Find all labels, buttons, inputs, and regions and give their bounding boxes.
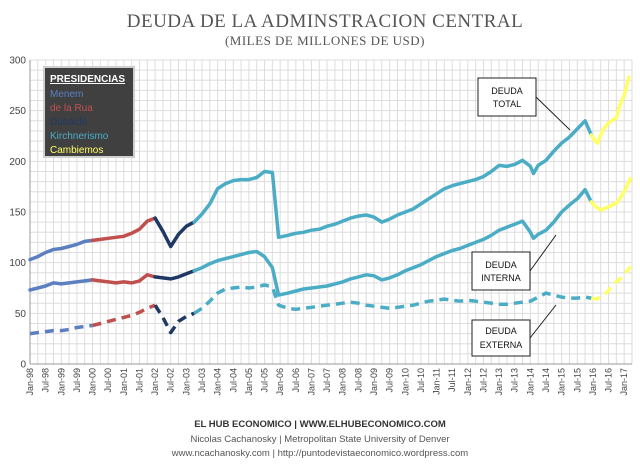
x-tick-label: Jan-11 [432, 368, 442, 395]
chart-subtitle: (MILES DE MILLONES DE USD) [225, 33, 425, 48]
x-tick-label: Jan-14 [525, 368, 535, 396]
line-segment-de-la-rua [92, 303, 156, 328]
line-segment-cambiemos [589, 176, 633, 212]
x-tick-label: Jan-15 [557, 368, 567, 396]
x-tick-label: Jan-16 [588, 368, 598, 396]
x-tick-label: Jan-17 [619, 368, 629, 396]
line-segment-de-la-rua [90, 273, 157, 285]
line-segment-kirchnerismo [192, 187, 594, 297]
x-tick-label: Jul-98 [41, 368, 51, 393]
x-tick-label: Jul-11 [447, 368, 457, 392]
series-deuda-total [28, 75, 631, 262]
legend-box [43, 66, 135, 158]
x-tick-label: Jul-10 [416, 368, 426, 393]
y-tick-label: 0 [20, 360, 26, 371]
x-tick-label: Jan-06 [275, 368, 285, 396]
x-tick-label: Jul-12 [478, 368, 488, 393]
line-segment-menem [29, 323, 93, 336]
x-tick-label: Jan-03 [181, 368, 191, 396]
y-axis: 0 50 100 150 200 250 300 [9, 56, 26, 371]
callout-interna-line2: INTERNA [481, 273, 521, 283]
line-segment-menem [28, 238, 95, 262]
line-segment-duhalde [153, 269, 196, 281]
line-segment-cambiemos [590, 265, 632, 301]
legend-item-kirchnerismo: Kirchnerismo [50, 131, 109, 142]
x-tick-label: Jan-09 [369, 368, 379, 396]
x-tick-label: Jul-03 [197, 368, 207, 393]
y-tick-label: 50 [15, 309, 27, 320]
callout-interna-line1: DEUDA [485, 260, 517, 270]
callout-deuda-externa: DEUDA EXTERNA [471, 304, 557, 357]
legend-item-cambiemos: Cambiemos [50, 145, 103, 156]
footer-line3: www.ncachanosky.com | http://puntodevist… [171, 448, 468, 459]
x-tick-label: Jul-04 [228, 368, 238, 393]
y-tick-label: 250 [9, 106, 26, 117]
x-tick-label: Jul-14 [541, 368, 551, 393]
x-tick-label: Jan-05 [244, 368, 254, 396]
x-tick-label: Jul-02 [166, 368, 176, 393]
line-segment-duhalde [153, 216, 196, 249]
line-segment-kirchnerismo [193, 283, 592, 315]
y-tick-label: 200 [9, 157, 26, 168]
x-tick-label: Jul-07 [322, 368, 332, 393]
x-tick-label: Jul-09 [385, 368, 395, 393]
legend-item-duhalde: Duhalde [50, 117, 88, 128]
x-tick-label: Jul-13 [510, 368, 520, 393]
x-tick-label: Jan-01 [119, 368, 129, 396]
series-deuda-externa [29, 265, 632, 336]
series-deuda-interna [28, 176, 633, 297]
callout-externa-line1: DEUDA [485, 326, 517, 336]
callout-total-line2: TOTAL [493, 99, 521, 109]
line-segment-kirchnerismo [192, 119, 594, 240]
callout-deuda-total: DEUDA TOTAL [477, 77, 571, 131]
line-segment-de-la-rua [90, 216, 157, 243]
series-lines [28, 75, 633, 336]
x-tick-label: Jul-15 [572, 368, 582, 393]
legend-title: PRESIDENCIAS [50, 74, 125, 85]
footer-line2: Nicolas Cachanosky | Metropolitan State … [190, 434, 449, 445]
x-tick-label: Jan-10 [400, 368, 410, 396]
x-tick-label: Jul-05 [260, 368, 270, 393]
x-tick-label: Jul-06 [291, 368, 301, 393]
line-segment-duhalde [153, 304, 195, 335]
x-tick-label: Jul-00 [103, 368, 113, 393]
line-segment-menem [28, 278, 95, 292]
x-tick-label: Jul-01 [134, 368, 144, 393]
x-tick-label: Jan-02 [150, 368, 160, 396]
legend-item-menem: Menem [50, 89, 83, 100]
callout-total-line1: DEUDA [491, 86, 523, 96]
x-tick-label: Jul-08 [353, 368, 363, 393]
y-tick-label: 300 [9, 56, 26, 67]
x-tick-label: Jan-04 [213, 368, 223, 396]
x-tick-label: Jul-16 [604, 368, 614, 393]
x-tick-label: Jan-13 [494, 368, 504, 396]
x-tick-label: Jan-98 [25, 368, 35, 396]
x-axis: Jan-98 Jul-98 Jan-99 Jul-99 Jan-00 Jul-00 Jan-… [25, 368, 629, 396]
chart-title: DEUDA DE LA ADMINSTRACION CENTRAL [127, 11, 524, 32]
y-tick-label: 100 [9, 258, 26, 269]
x-tick-label: Jul-99 [72, 368, 82, 393]
y-tick-label: 150 [9, 208, 26, 219]
x-tick-label: Jan-99 [56, 368, 66, 396]
x-tick-label: Jan-07 [306, 368, 316, 396]
footer-line1: EL HUB ECONOMICO | WWW.ELHUBECONOMICO.CO… [194, 419, 446, 430]
legend: PRESIDENCIAS Menem de la Rua Duhalde Kir… [43, 66, 135, 158]
x-tick-label: Jan-08 [338, 368, 348, 396]
callout-deuda-interna: DEUDA INTERNA [471, 234, 557, 291]
callout-externa-line2: EXTERNA [480, 340, 523, 350]
x-tick-label: Jan-00 [88, 368, 98, 396]
x-tick-label: Jan-12 [463, 368, 473, 396]
legend-item-de-la-rua: de la Rua [50, 103, 93, 114]
line-segment-cambiemos [589, 75, 631, 145]
